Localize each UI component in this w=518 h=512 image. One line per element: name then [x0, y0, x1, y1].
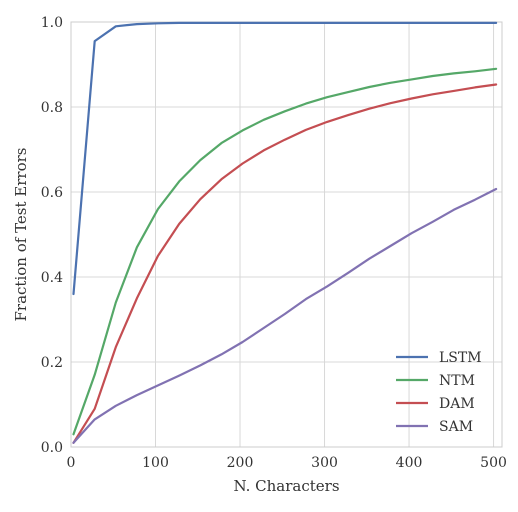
- series-line-sam: [74, 189, 497, 443]
- legend-label-lstm: LSTM: [439, 350, 482, 366]
- grid-lines: [71, 22, 502, 447]
- y-tick-label: 0.6: [41, 185, 63, 201]
- series-line-dam: [74, 85, 497, 443]
- legend-label-dam: DAM: [439, 396, 475, 412]
- y-tick-label: 0.2: [41, 355, 63, 371]
- x-axis-label: N. Characters: [233, 477, 339, 495]
- legend-label-sam: SAM: [439, 419, 473, 435]
- y-tick-label: 1.0: [41, 15, 63, 31]
- x-tick-label: 200: [227, 455, 254, 471]
- y-tick-label: 0.4: [41, 270, 63, 286]
- series-line-lstm: [74, 23, 497, 294]
- legend-label-ntm: NTM: [439, 373, 475, 389]
- x-tick-label: 400: [396, 455, 423, 471]
- x-tick-label: 0: [67, 455, 76, 471]
- series-lines: [74, 23, 497, 443]
- y-tick-label: 0.0: [41, 440, 63, 456]
- y-tick-label: 0.8: [41, 100, 63, 116]
- series-line-ntm: [74, 69, 497, 435]
- tick-labels: 0 100 200 300 400 500 0.0 0.2 0.4 0.6 0.8 1.0: [41, 15, 507, 471]
- x-tick-label: 100: [142, 455, 169, 471]
- y-axis-label: Fraction of Test Errors: [12, 148, 30, 322]
- x-tick-label: 300: [311, 455, 338, 471]
- plot-frame: [71, 22, 502, 447]
- x-tick-label: 500: [480, 455, 507, 471]
